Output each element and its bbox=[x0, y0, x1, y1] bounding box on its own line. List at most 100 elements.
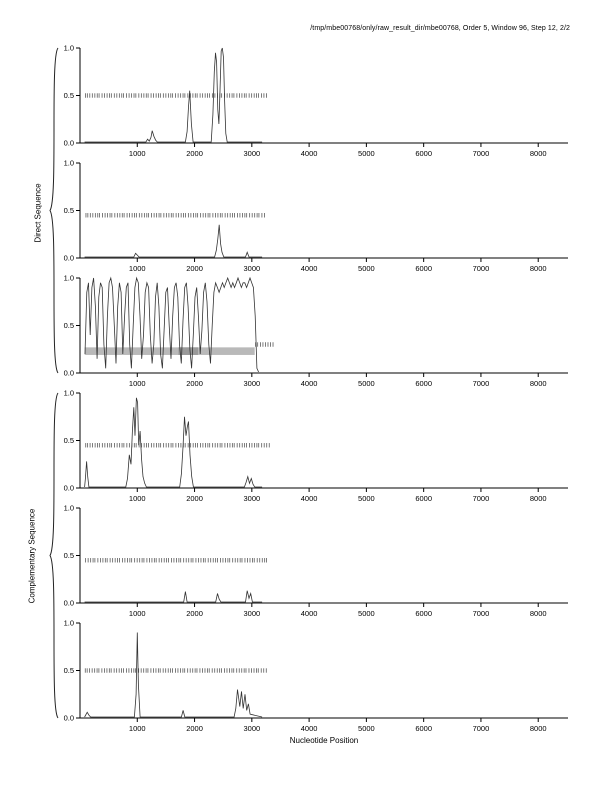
svg-text:4000: 4000 bbox=[301, 149, 318, 158]
svg-text:0.5: 0.5 bbox=[64, 436, 74, 445]
svg-text:0.0: 0.0 bbox=[64, 714, 74, 723]
panel-direct-frame-2: 0.0 0.5 1.0 1000 2000 3000 4000 5000 6000 7000 800… bbox=[0, 157, 612, 279]
svg-text:0.5: 0.5 bbox=[64, 666, 74, 675]
x-axis-ticks: 1000 2000 3000 4000 5000 6000 7000 8000 bbox=[129, 143, 547, 158]
axes bbox=[79, 48, 568, 144]
complementary-frame-3-chart: 0.0 0.5 1.0 1000 2000 3000 4000 5000 6000 7000 800… bbox=[64, 619, 568, 733]
svg-text:1000: 1000 bbox=[129, 379, 146, 388]
svg-text:2000: 2000 bbox=[186, 724, 203, 733]
axes bbox=[79, 278, 568, 374]
svg-text:5000: 5000 bbox=[358, 494, 375, 503]
svg-text:8000: 8000 bbox=[530, 264, 547, 273]
y-axis-ticks: 0.0 0.5 1.0 bbox=[64, 159, 80, 263]
svg-text:8000: 8000 bbox=[530, 609, 547, 618]
svg-text:2000: 2000 bbox=[186, 149, 203, 158]
svg-text:6000: 6000 bbox=[415, 609, 432, 618]
svg-text:0.0: 0.0 bbox=[64, 254, 74, 263]
x-axis-ticks: 1000 2000 3000 4000 5000 6000 7000 8000 bbox=[129, 258, 547, 273]
typical-region-band bbox=[84, 347, 255, 355]
svg-text:6000: 6000 bbox=[415, 724, 432, 733]
svg-text:1000: 1000 bbox=[129, 609, 146, 618]
svg-text:7000: 7000 bbox=[473, 149, 490, 158]
codon-marker-row bbox=[85, 213, 265, 218]
x-axis-label: Nucleotide Position bbox=[289, 736, 359, 745]
svg-text:4000: 4000 bbox=[301, 609, 318, 618]
svg-text:2000: 2000 bbox=[186, 494, 203, 503]
codon-marker-row bbox=[255, 342, 274, 347]
svg-text:1000: 1000 bbox=[129, 149, 146, 158]
panel-complementary-frame-2: 0.0 0.5 1.0 1000 2000 3000 4000 5000 6000 7000 800… bbox=[0, 502, 612, 624]
direct-frame-3-chart: 0.0 0.5 1.0 1000 2000 3000 4000 5000 6000 7000 800… bbox=[64, 274, 568, 388]
svg-text:1.0: 1.0 bbox=[64, 274, 74, 283]
y-axis-ticks: 0.0 0.5 1.0 bbox=[64, 619, 80, 723]
svg-text:4000: 4000 bbox=[301, 494, 318, 503]
y-axis-ticks: 0.0 0.5 1.0 bbox=[64, 504, 80, 608]
svg-text:5000: 5000 bbox=[358, 379, 375, 388]
svg-text:7000: 7000 bbox=[473, 264, 490, 273]
svg-text:5000: 5000 bbox=[358, 149, 375, 158]
signal-curve bbox=[84, 632, 263, 718]
x-axis-ticks: 1000 2000 3000 4000 5000 6000 7000 8000 bbox=[129, 718, 547, 733]
axes bbox=[79, 393, 568, 489]
panel-complementary-frame-1: 0.0 0.5 1.0 1000 2000 3000 4000 5000 6000 7000 800… bbox=[0, 387, 612, 509]
direct-frame-2-chart: 0.0 0.5 1.0 1000 2000 3000 4000 5000 6000 7000 800… bbox=[64, 159, 568, 273]
svg-text:6000: 6000 bbox=[415, 494, 432, 503]
svg-text:2000: 2000 bbox=[186, 609, 203, 618]
signal-curve bbox=[84, 224, 263, 258]
signal-curve bbox=[84, 590, 263, 603]
svg-text:0.0: 0.0 bbox=[64, 484, 74, 493]
svg-text:0.0: 0.0 bbox=[64, 139, 74, 148]
svg-text:0.5: 0.5 bbox=[64, 321, 74, 330]
svg-text:4000: 4000 bbox=[301, 379, 318, 388]
svg-text:6000: 6000 bbox=[415, 379, 432, 388]
svg-text:8000: 8000 bbox=[530, 149, 547, 158]
svg-text:1000: 1000 bbox=[129, 264, 146, 273]
svg-text:0.5: 0.5 bbox=[64, 551, 74, 560]
svg-text:7000: 7000 bbox=[473, 494, 490, 503]
signal-curve bbox=[84, 47, 263, 143]
svg-text:7000: 7000 bbox=[473, 379, 490, 388]
y-axis-ticks: 0.0 0.5 1.0 bbox=[64, 274, 80, 378]
svg-text:5000: 5000 bbox=[358, 724, 375, 733]
svg-text:3000: 3000 bbox=[243, 609, 260, 618]
codon-marker-row bbox=[84, 668, 267, 673]
svg-text:1.0: 1.0 bbox=[64, 619, 74, 628]
svg-text:7000: 7000 bbox=[473, 609, 490, 618]
svg-text:0.0: 0.0 bbox=[64, 599, 74, 608]
svg-text:6000: 6000 bbox=[415, 149, 432, 158]
panel-complementary-frame-3: 0.0 0.5 1.0 1000 2000 3000 4000 5000 6000 7000 800… bbox=[0, 617, 612, 739]
svg-text:0.0: 0.0 bbox=[64, 369, 74, 378]
y-axis-ticks: 0.0 0.5 1.0 bbox=[64, 389, 80, 493]
svg-text:4000: 4000 bbox=[301, 264, 318, 273]
svg-text:2000: 2000 bbox=[186, 379, 203, 388]
complementary-frame-2-chart: 0.0 0.5 1.0 1000 2000 3000 4000 5000 6000 7000 800… bbox=[64, 504, 568, 618]
direct-frame-1-chart: 0.0 0.5 1.0 1000 2000 3000 4000 5000 6000 7000 800… bbox=[64, 44, 568, 158]
svg-text:1000: 1000 bbox=[129, 724, 146, 733]
svg-text:1.0: 1.0 bbox=[64, 159, 74, 168]
svg-text:1.0: 1.0 bbox=[64, 504, 74, 513]
svg-text:1.0: 1.0 bbox=[64, 389, 74, 398]
svg-text:4000: 4000 bbox=[301, 724, 318, 733]
panel-direct-frame-3: 0.0 0.5 1.0 1000 2000 3000 4000 5000 6000 7000 800… bbox=[0, 272, 612, 394]
svg-text:3000: 3000 bbox=[243, 149, 260, 158]
x-axis-ticks: 1000 2000 3000 4000 5000 6000 7000 8000 bbox=[129, 373, 547, 388]
svg-text:5000: 5000 bbox=[358, 264, 375, 273]
signal-curve bbox=[84, 397, 263, 488]
codon-marker-row bbox=[85, 558, 267, 563]
codon-marker-row bbox=[85, 93, 267, 98]
svg-text:7000: 7000 bbox=[473, 724, 490, 733]
axes bbox=[79, 163, 568, 259]
svg-text:1.0: 1.0 bbox=[64, 44, 74, 53]
svg-text:5000: 5000 bbox=[358, 609, 375, 618]
svg-text:3000: 3000 bbox=[243, 264, 260, 273]
svg-text:2000: 2000 bbox=[186, 264, 203, 273]
x-axis-ticks: 1000 2000 3000 4000 5000 6000 7000 8000 bbox=[129, 488, 547, 503]
svg-text:3000: 3000 bbox=[243, 724, 260, 733]
svg-text:8000: 8000 bbox=[530, 379, 547, 388]
svg-text:1000: 1000 bbox=[129, 494, 146, 503]
x-axis-ticks: 1000 2000 3000 4000 5000 6000 7000 8000 bbox=[129, 603, 547, 618]
signal-curve bbox=[84, 276, 259, 373]
svg-text:0.5: 0.5 bbox=[64, 91, 74, 100]
svg-text:3000: 3000 bbox=[243, 494, 260, 503]
